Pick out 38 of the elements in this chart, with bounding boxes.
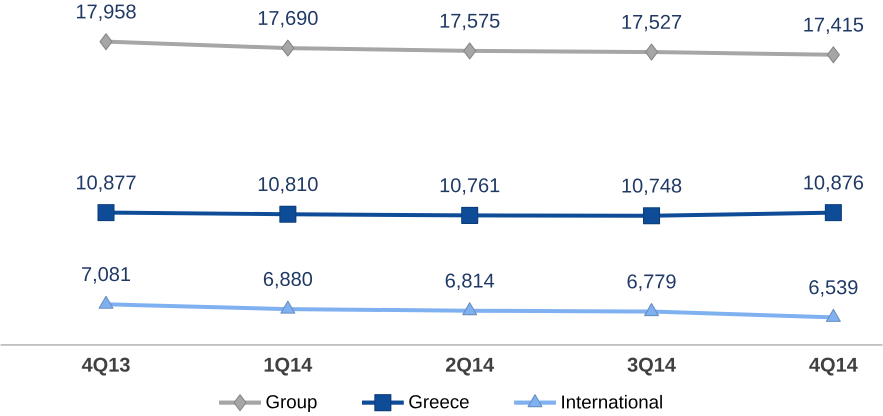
legend-label: Greece xyxy=(409,395,469,408)
x-tick-label: 4Q14 xyxy=(809,358,858,376)
data-label: 10,748 xyxy=(622,178,682,196)
data-label: 17,415 xyxy=(804,18,864,34)
point xyxy=(645,44,658,61)
data-label: 6,814 xyxy=(446,274,494,290)
data-label: 7,081 xyxy=(82,267,130,284)
point xyxy=(824,204,842,222)
data-label: 17,958 xyxy=(76,4,136,22)
x-tick-label: 2Q14 xyxy=(446,358,494,376)
data-label: 10,761 xyxy=(440,178,500,195)
data-label: 10,876 xyxy=(804,176,864,192)
point xyxy=(462,302,478,316)
data-label: 17,527 xyxy=(622,14,682,32)
data-label: 17,690 xyxy=(258,11,318,28)
legend-label: International xyxy=(562,395,662,409)
point xyxy=(280,300,296,314)
point xyxy=(279,206,296,223)
x-tick-label: 4Q13 xyxy=(82,358,130,376)
point xyxy=(463,42,476,60)
data-label: 6,779 xyxy=(628,274,676,291)
point xyxy=(99,33,113,50)
point xyxy=(826,308,841,322)
data-label: 6,539 xyxy=(809,280,858,297)
data-label: 10,810 xyxy=(258,177,318,194)
x-tick-label: 3Q14 xyxy=(628,358,676,376)
point xyxy=(461,207,478,224)
legend-label: Group xyxy=(266,395,317,412)
point xyxy=(97,204,115,222)
data-label: 17,575 xyxy=(440,14,500,30)
point xyxy=(98,296,114,309)
point xyxy=(643,207,660,224)
data-label: 10,877 xyxy=(76,176,136,192)
point xyxy=(644,303,659,316)
point xyxy=(281,40,294,57)
point xyxy=(826,46,840,64)
data-label: 6,880 xyxy=(264,272,312,289)
x-tick-label: 1Q14 xyxy=(264,358,312,376)
